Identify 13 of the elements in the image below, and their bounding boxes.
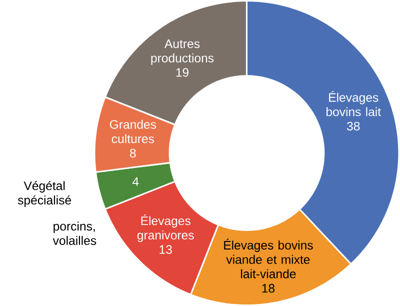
data-label: 4 xyxy=(132,177,139,186)
data-label: 8 xyxy=(130,148,136,158)
data-label: 18 xyxy=(262,284,275,293)
slice-label: Grandes cultures xyxy=(110,120,156,144)
data-label: 19 xyxy=(176,68,188,77)
data-label: 38 xyxy=(347,122,360,130)
slice-label: Élevages granivores xyxy=(137,214,194,242)
data-label: 13 xyxy=(160,245,172,254)
slice-label: Autres productions xyxy=(151,39,214,65)
slice-label: Végétal spécialisé xyxy=(18,180,72,207)
slice-label: Élevages bovins lait xyxy=(326,91,381,116)
slice-label: Élevages bovins viande et mixte lait-viande xyxy=(224,238,313,278)
text: porcins, volailles xyxy=(52,222,96,245)
